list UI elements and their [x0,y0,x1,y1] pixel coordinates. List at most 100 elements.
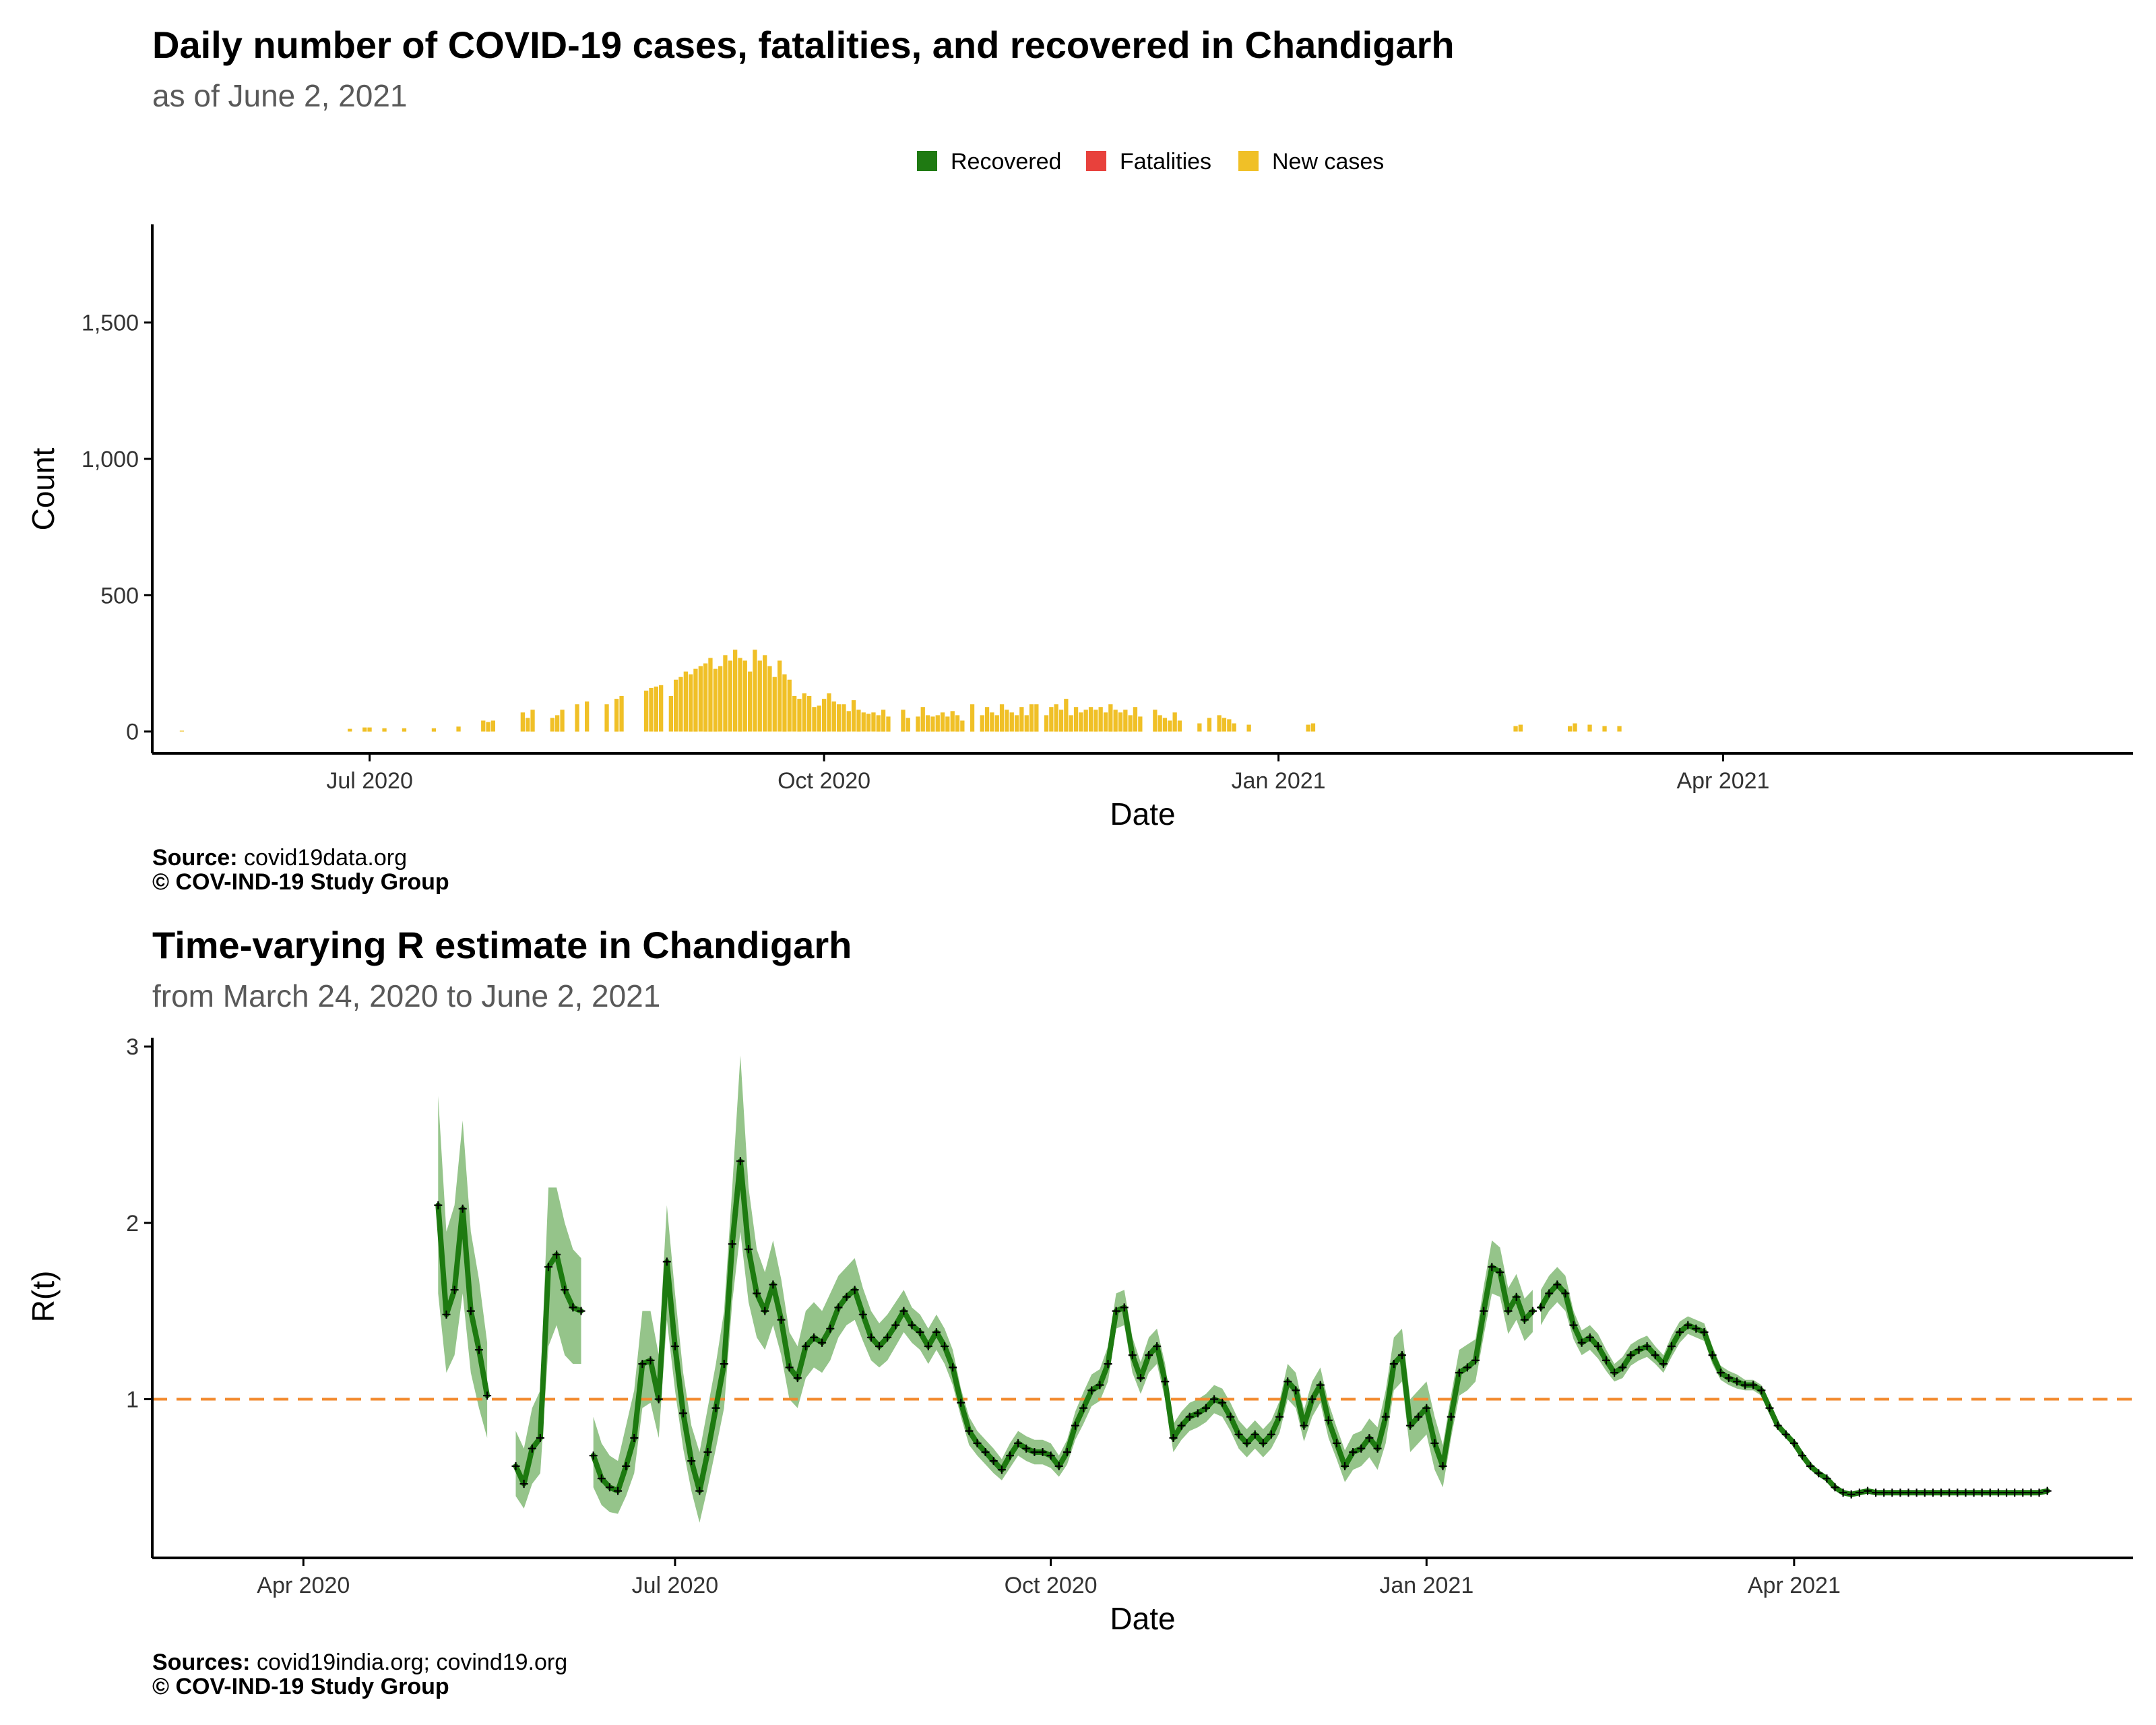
rt-point [1414,1412,1423,1421]
bar-new-cases [362,727,367,732]
rt-point [826,1324,835,1333]
bar-new-cases [1232,723,1236,732]
bar-new-cases [1083,710,1088,732]
rt-point [1953,1488,1962,1497]
rt-x-tick-label: Apr 2021 [1748,1573,1841,1598]
bar-new-cases [456,726,461,732]
rt-point [1512,1292,1521,1301]
bar-new-cases [520,712,525,732]
bar-new-cases [945,716,950,732]
rt-point [1912,1488,1921,1497]
bar-new-cases [1138,716,1143,732]
rt-point [1397,1351,1406,1360]
rt-point [1430,1439,1439,1447]
bar-new-cases [1518,724,1523,732]
rt-point [777,1315,786,1324]
rt-point [2035,1488,2043,1497]
rt-point [1708,1351,1717,1360]
bar-new-cases [1617,726,1622,732]
bar-new-cases [1103,712,1108,732]
rt-estimate-line [1538,1282,2050,1497]
rt-point [1259,1439,1267,1447]
bar-new-cases [481,720,486,732]
rt-point [1839,1488,1847,1497]
bar-new-cases [866,714,871,732]
bar-new-cases [1113,710,1118,732]
bar-new-cases [649,687,654,732]
rt-point [1643,1342,1651,1350]
bar-new-cases [1310,723,1316,732]
bar-new-cases [742,660,747,732]
bar-new-cases [1088,707,1093,732]
bar-new-cases [703,663,708,732]
bar-new-cases [1049,707,1054,732]
legend-label-fatalities: Fatalities [1120,149,1211,175]
rt-point [1977,1488,1986,1497]
bar-new-cases [1602,726,1607,732]
bar-new-cases [402,728,407,732]
rt-point [1112,1307,1120,1315]
rt-point [973,1439,982,1447]
rt-point [434,1201,443,1210]
rt-point [1447,1412,1455,1421]
bar-new-cases [753,650,757,732]
rt-point [957,1398,965,1407]
bar-new-cases [940,712,945,732]
rt-point [1553,1280,1562,1289]
bar-new-cases [678,677,683,732]
bar-new-cases [930,716,935,732]
rt-point [1210,1395,1219,1404]
rt-point [875,1342,883,1350]
cases-y-tick-label: 1,500 [82,311,139,336]
bar-new-cases [787,679,792,732]
rt-point [916,1328,924,1336]
rt-point [1292,1386,1300,1395]
rt-point [1806,1462,1815,1470]
bar-new-cases [659,685,664,732]
rt-point [589,1451,598,1460]
cases-source-label: Source: [152,845,238,871]
rt-point [1798,1451,1806,1460]
rt-x-axis-title: Date [1110,1601,1175,1636]
bar-new-cases [1168,720,1172,732]
bar-new-cases [555,715,560,732]
bar-new-cases [674,679,678,732]
bar-new-cases [1079,712,1083,732]
bar-new-cases [1172,712,1177,732]
cases-x-tick-label: Jan 2021 [1232,768,1326,794]
rt-point [1789,1439,1798,1447]
bar-new-cases [1587,724,1592,732]
rt-point [891,1321,900,1329]
bar-new-cases [604,704,609,732]
rt-confidence-band [515,1187,581,1509]
cases-y-tick-label: 1,000 [82,447,139,472]
legend-label-recovered: Recovered [951,149,1061,175]
rt-point [997,1466,1006,1474]
bar-new-cases [1573,723,1577,732]
rt-y-tick-label: 2 [126,1211,139,1236]
rt-point [1406,1421,1415,1430]
rt-point [728,1240,736,1249]
rt-point [1545,1289,1554,1298]
rt-point [1749,1381,1758,1389]
bar-new-cases [807,696,812,732]
rt-point [2043,1486,2052,1495]
bar-new-cases [689,674,693,732]
rt-point [511,1462,520,1470]
cases-y-tick-label: 500 [100,583,139,608]
rt-point [654,1395,663,1404]
bar-new-cases [560,710,565,732]
bar-new-cases [431,728,437,732]
bar-new-cases [782,674,787,732]
cases-x-tick-label: Apr 2021 [1676,768,1769,794]
bar-new-cases [1029,704,1034,732]
rt-estimate-points [434,1157,2052,1499]
cases-x-axis-title: Date [1110,796,1175,832]
rt-point [1463,1363,1471,1372]
bar-new-cases [772,677,777,732]
rt-point [1480,1307,1488,1315]
bar-new-cases [1177,720,1182,732]
rt-point [1071,1421,1079,1430]
bar-new-cases [767,666,772,732]
rt-point [1054,1462,1063,1470]
